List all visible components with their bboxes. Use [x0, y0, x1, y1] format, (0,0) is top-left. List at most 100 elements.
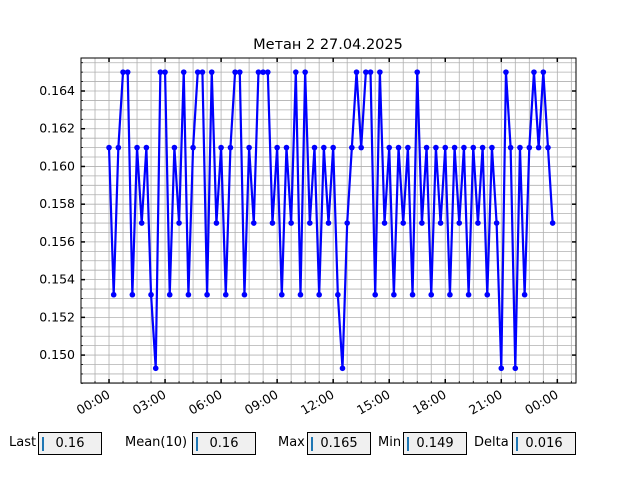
last-value: 0.16	[55, 436, 85, 451]
mean-textbox[interactable]: 0.16	[192, 432, 256, 455]
delta-textbox[interactable]: 0.016	[512, 432, 576, 455]
data-point	[297, 291, 304, 298]
data-point	[437, 220, 444, 226]
last-textbox[interactable]: 0.16	[38, 432, 102, 455]
x-tick-label: 21:00	[466, 387, 505, 418]
data-point	[428, 291, 435, 298]
data-point	[470, 144, 477, 151]
data-point	[194, 69, 201, 75]
data-point	[222, 291, 229, 298]
data-point	[503, 69, 509, 75]
data-point	[255, 69, 262, 75]
data-point	[129, 291, 136, 298]
x-tick-label: 18:00	[410, 387, 449, 418]
data-point	[241, 291, 248, 298]
data-point	[456, 220, 463, 226]
y-tick-label: 0.160	[39, 158, 75, 173]
mean-value: 0.16	[209, 436, 239, 451]
data-point	[330, 144, 336, 151]
max-textbox[interactable]: 0.165	[307, 432, 371, 455]
data-point	[213, 220, 220, 226]
y-tick-label: 0.152	[39, 309, 75, 324]
data-point	[395, 144, 402, 151]
max-value: 0.165	[320, 436, 358, 451]
text-cursor	[196, 437, 198, 451]
min-value: 0.149	[416, 436, 454, 451]
data-point	[414, 69, 421, 75]
data-point	[507, 144, 514, 151]
data-point	[325, 220, 332, 226]
data-point	[124, 69, 131, 75]
data-point	[367, 69, 374, 75]
x-tick-label: 00:00	[74, 387, 113, 418]
data-point	[349, 144, 355, 151]
data-point	[475, 220, 481, 226]
data-point	[115, 144, 122, 151]
y-tick-label: 0.150	[39, 347, 75, 362]
chart: Метан 2 27.04.2025 0.150 0.152 0.154 0.156 0.…	[39, 37, 577, 418]
data-point	[321, 144, 327, 151]
data-point	[120, 69, 126, 75]
data-point	[260, 69, 266, 75]
y-tick-label: 0.164	[39, 83, 75, 98]
data-point	[288, 220, 294, 226]
text-cursor	[516, 437, 518, 451]
min-label: Min	[378, 435, 402, 450]
data-point	[344, 220, 350, 226]
data-point	[386, 144, 393, 151]
data-point	[232, 69, 238, 75]
data-point	[493, 220, 500, 226]
data-point	[176, 220, 182, 226]
data-point	[479, 144, 486, 151]
data-point	[279, 291, 285, 298]
data-point	[307, 220, 313, 226]
data-point	[316, 291, 322, 298]
data-point	[498, 365, 505, 372]
data-point	[521, 291, 528, 298]
data-point	[250, 220, 257, 226]
data-point	[335, 291, 341, 298]
data-point	[442, 144, 449, 151]
mean-label: Mean(10)	[125, 435, 188, 450]
data-point	[110, 291, 117, 298]
data-point	[162, 69, 168, 75]
data-point	[512, 365, 519, 372]
y-tick-label: 0.156	[39, 234, 75, 249]
last-label: Last	[9, 435, 37, 450]
data-point	[419, 220, 425, 226]
data-point	[152, 365, 159, 372]
x-tick-label: 15:00	[354, 387, 393, 418]
data-point	[484, 291, 491, 298]
x-tick-label: 03:00	[130, 387, 169, 418]
data-point	[447, 291, 453, 298]
data-point	[358, 144, 364, 151]
delta-label: Delta	[474, 435, 509, 450]
data-point	[148, 291, 154, 298]
data-point	[465, 291, 472, 298]
data-point	[227, 144, 234, 151]
text-cursor	[42, 437, 44, 451]
data-point	[166, 291, 173, 298]
data-point	[372, 291, 378, 298]
data-point	[208, 69, 215, 75]
data-point	[157, 69, 164, 75]
data-point	[489, 144, 495, 151]
data-point	[531, 69, 537, 75]
data-point	[409, 291, 416, 298]
data-point	[293, 69, 299, 75]
data-point	[423, 144, 430, 151]
data-point	[218, 144, 224, 151]
y-tick-label: 0.158	[39, 196, 75, 211]
chart-title: Метан 2 27.04.2025	[253, 37, 403, 53]
min-textbox[interactable]: 0.149	[403, 432, 467, 455]
y-tick-label: 0.162	[39, 121, 75, 136]
data-point	[190, 144, 196, 151]
data-point	[549, 220, 556, 226]
data-point	[180, 69, 187, 75]
data-point	[246, 144, 252, 151]
data-point	[236, 69, 243, 75]
delta-value: 0.016	[525, 436, 563, 451]
data-point	[461, 144, 467, 151]
data-point	[138, 220, 145, 226]
data-point	[545, 144, 551, 151]
